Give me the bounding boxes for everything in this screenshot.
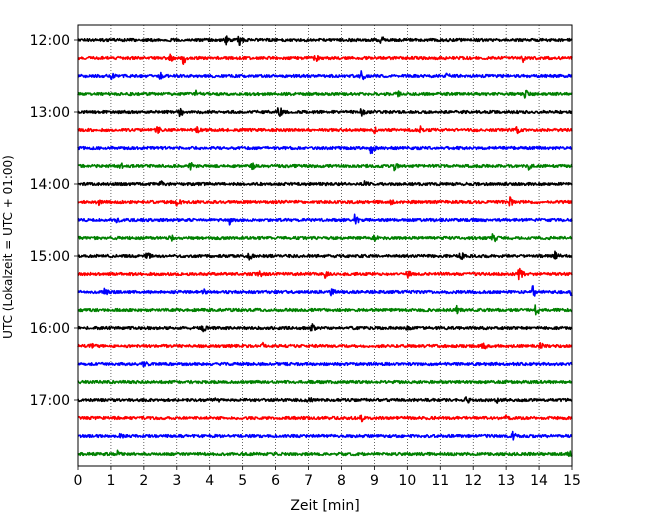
y-axis-label: UTC (Lokalzeit = UTC + 01:00) [1,155,15,339]
trace-1300 [77,107,573,118]
trace-1730 [77,430,573,441]
y-tick-label: 17:00 [30,393,70,409]
trace-1530 [77,285,573,297]
trace-1645 [77,379,573,385]
trace-1630 [77,361,573,368]
trace-1330 [77,145,573,155]
trace-1430 [77,213,573,226]
trace-1215 [77,53,573,66]
trace-1345 [77,162,573,172]
x-tick-label: 15 [563,473,581,489]
x-tick-label: 5 [238,473,247,489]
x-tick-label: 4 [205,473,214,489]
trace-1500 [77,250,573,261]
x-axis-label: Zeit [min] [290,498,359,514]
trace-1415 [77,196,573,207]
x-tick-label: 0 [74,473,83,489]
trace-1545 [77,304,573,316]
trace-1715 [77,414,573,423]
x-tick-label: 1 [106,473,115,489]
trace-1745 [77,449,573,457]
x-tick-label: 14 [530,473,548,489]
trace-1230 [77,70,573,81]
trace-1400 [77,180,573,187]
y-tick-label: 16:00 [30,321,70,337]
seismic-traces [77,35,573,457]
trace-1315 [77,125,573,135]
x-tick-label: 7 [304,473,313,489]
x-tick-label: 2 [139,473,148,489]
y-tick-label: 12:00 [30,33,70,49]
y-tick-label: 15:00 [30,249,70,265]
y-axis-ticks: 12:00 13:00 14:00 15:00 16:00 17:00 [30,33,78,409]
trace-1600 [77,323,573,333]
plot-frame [77,24,573,467]
trace-1200 [77,35,573,47]
y-tick-label: 14:00 [30,177,70,193]
x-axis-ticks: 0 1 2 3 4 5 6 7 8 9 10 11 12 13 14 15 [74,466,581,489]
trace-1245 [77,89,573,99]
x-tick-label: 10 [398,473,416,489]
x-tick-label: 13 [497,473,515,489]
x-tick-label: 3 [172,473,181,489]
x-tick-label: 9 [370,473,379,489]
trace-1615 [77,341,573,350]
trace-1515 [77,267,573,281]
x-tick-label: 11 [431,473,449,489]
x-tick-label: 6 [271,473,280,489]
trace-1700 [77,396,573,404]
y-tick-label: 13:00 [30,105,70,121]
x-tick-label: 12 [464,473,482,489]
trace-1445 [77,233,573,243]
x-tick-label: 8 [337,473,346,489]
